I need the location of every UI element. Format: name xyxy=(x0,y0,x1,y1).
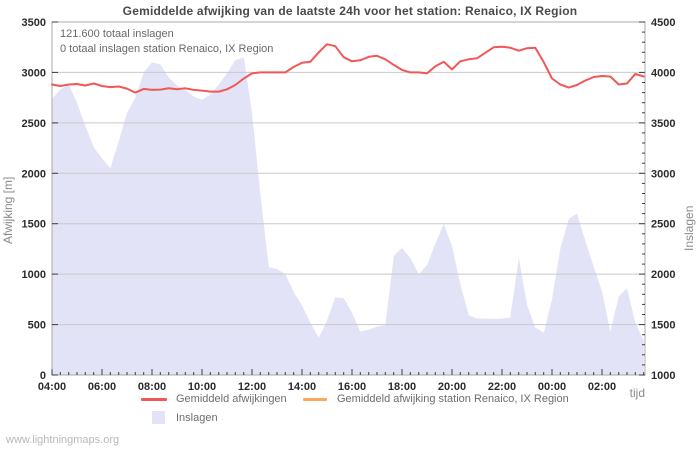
totals-annotation: 121.600 totaal inslagen 0 totaal inslage… xyxy=(60,27,273,57)
x-tick-label: 14:00 xyxy=(288,381,316,393)
left-tick-label: 1500 xyxy=(22,219,46,231)
x-tick-label: 18:00 xyxy=(388,381,416,393)
x-tick-label: 10:00 xyxy=(188,381,216,393)
deviation-line xyxy=(51,43,645,94)
left-axis-title: Afwijking [m] xyxy=(1,176,15,244)
total-strikes-text: 121.600 totaal inslagen xyxy=(60,28,174,40)
left-tick-label: 2000 xyxy=(22,168,46,180)
left-tick-label: 3000 xyxy=(22,67,46,79)
left-tick-label: 2500 xyxy=(22,118,46,130)
left-tick-label: 1000 xyxy=(22,269,46,281)
right-tick-label: 1000 xyxy=(651,370,675,382)
right-tick-label: 3000 xyxy=(651,168,675,180)
x-tick-label: 00:00 xyxy=(538,381,566,393)
left-tick-label: 500 xyxy=(28,320,46,332)
right-tick-label: 4000 xyxy=(651,67,675,79)
strikes-area xyxy=(52,57,644,376)
x-tick-label: 16:00 xyxy=(338,381,366,393)
left-tick-label: 3500 xyxy=(22,17,46,29)
x-tick-label: 12:00 xyxy=(238,381,266,393)
right-tick-label: 4500 xyxy=(651,17,675,29)
watermark: www.lightningmaps.org xyxy=(6,434,120,446)
x-axis-title: tijd xyxy=(629,386,645,400)
right-tick-label: 1500 xyxy=(651,320,675,332)
x-tick-label: 20:00 xyxy=(438,381,466,393)
x-tick-label: 04:00 xyxy=(38,381,66,393)
chart-title: Gemiddelde afwijking van de laatste 24h … xyxy=(122,4,578,18)
x-tick-label: 08:00 xyxy=(138,381,166,393)
right-tick-label: 2500 xyxy=(651,219,675,231)
right-tick-label: 2000 xyxy=(651,269,675,281)
x-tick-label: 02:00 xyxy=(588,381,616,393)
x-tick-label: 06:00 xyxy=(88,381,116,393)
right-tick-label: 3500 xyxy=(651,118,675,130)
x-tick-label: 22:00 xyxy=(488,381,516,393)
left-tick-label: 0 xyxy=(40,370,46,382)
right-axis-title: Inslagen xyxy=(682,205,696,251)
station-strikes-text: 0 totaal inslagen station Renaico, IX Re… xyxy=(60,43,274,55)
plot-border xyxy=(51,21,646,376)
